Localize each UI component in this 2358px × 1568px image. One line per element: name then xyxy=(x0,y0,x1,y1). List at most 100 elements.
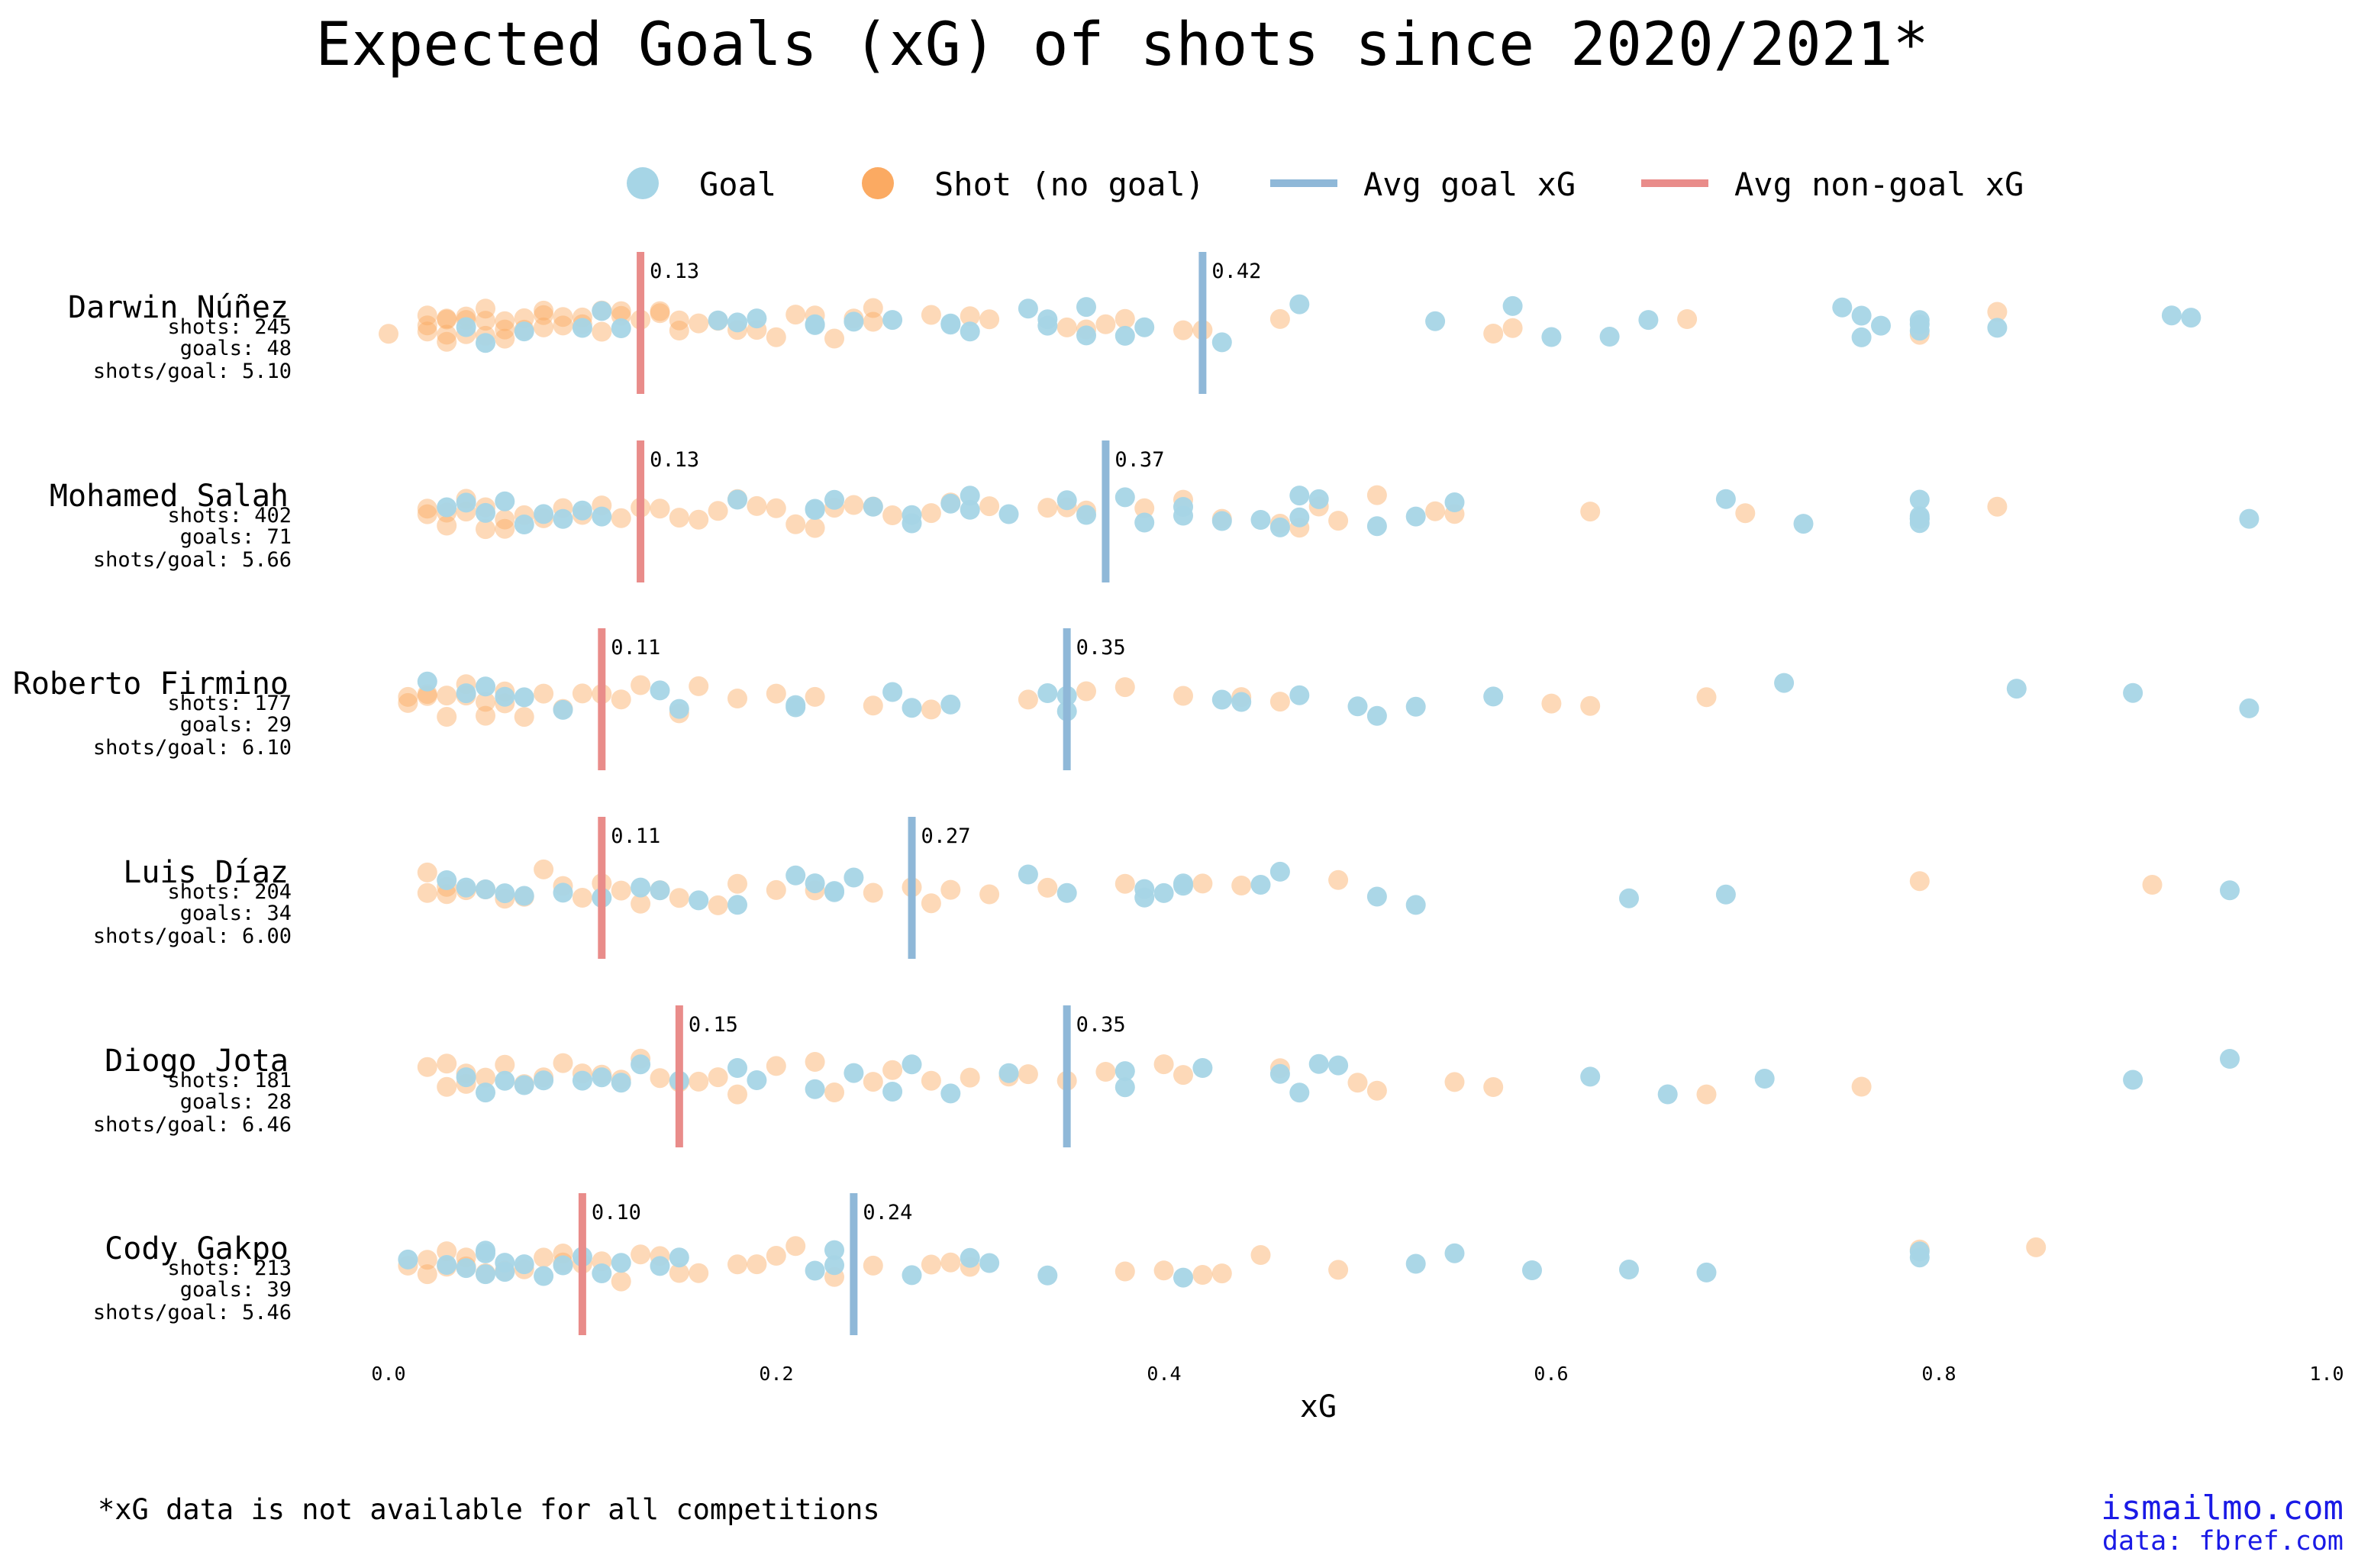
shot-point xyxy=(785,514,806,534)
goal-point xyxy=(476,502,495,523)
goal-point xyxy=(476,1264,495,1285)
goal-point xyxy=(553,882,573,903)
shot-point xyxy=(495,518,515,539)
shot-point xyxy=(1328,511,1349,531)
goal-point xyxy=(902,513,922,534)
avg-goal-label: 0.27 xyxy=(921,824,971,848)
shot-point xyxy=(437,324,457,345)
shot-point xyxy=(1502,318,1523,338)
goal-point xyxy=(824,489,844,510)
shot-point xyxy=(689,509,709,530)
shot-point xyxy=(766,1246,786,1266)
goal-point xyxy=(1580,1066,1601,1087)
shot-point xyxy=(437,309,457,330)
shot-point xyxy=(572,683,592,704)
goal-point xyxy=(1114,1061,1135,1082)
goal-point xyxy=(882,682,903,702)
shot-point xyxy=(553,307,573,327)
shot-point xyxy=(650,301,670,321)
goal-point xyxy=(514,886,534,906)
avg-goal-label: 0.42 xyxy=(1211,260,1261,283)
goal-point xyxy=(495,883,515,904)
goal-point xyxy=(844,867,864,888)
shot-point xyxy=(611,1271,631,1292)
goal-point xyxy=(437,1255,457,1275)
shot-point xyxy=(476,1067,495,1088)
shot-point xyxy=(534,317,554,337)
shot-point xyxy=(495,311,515,331)
goal-point xyxy=(476,1082,495,1103)
goal-point xyxy=(708,310,728,331)
avg-goal-label: 0.35 xyxy=(1076,1013,1126,1037)
player-name: Darwin Núñez xyxy=(68,290,289,325)
player-stat: shots: 177 xyxy=(167,692,292,715)
goal-point xyxy=(1851,305,1872,326)
goal-point xyxy=(940,694,961,715)
shot-point xyxy=(1114,873,1135,894)
shot-point xyxy=(1056,317,1077,337)
shot-point xyxy=(805,1052,825,1072)
shot-point xyxy=(1483,324,1504,344)
shot-point xyxy=(1366,485,1387,505)
goal-point xyxy=(631,877,651,898)
avg-nongoal-label: 0.13 xyxy=(650,260,699,283)
shot-point xyxy=(1134,498,1155,518)
shot-point xyxy=(727,1254,747,1275)
shot-point xyxy=(611,880,631,901)
player-stat: shots/goal: 6.46 xyxy=(93,1113,292,1137)
player-name: Cody Gakpo xyxy=(105,1231,289,1266)
goal-point xyxy=(1308,489,1329,509)
shot-point xyxy=(960,306,980,327)
goal-point xyxy=(940,1083,961,1104)
goal-point xyxy=(1037,683,1058,703)
shot-point xyxy=(495,1054,515,1075)
goal-point xyxy=(2006,679,2027,699)
player-stat: shots/goal: 6.10 xyxy=(93,736,292,760)
legend-avg-nongoal-label: Avg non-goal xG xyxy=(1734,166,2024,203)
shot-point xyxy=(669,888,689,908)
goal-point xyxy=(592,1067,612,1088)
shot-point xyxy=(437,1241,457,1262)
goal-point xyxy=(1522,1260,1542,1280)
goal-point xyxy=(650,880,670,901)
goal-point xyxy=(998,1063,1019,1083)
goal-point xyxy=(1366,705,1387,726)
player-stat: shots: 245 xyxy=(167,315,292,339)
shot-point xyxy=(1192,1265,1213,1285)
goal-point xyxy=(689,890,709,911)
shot-point xyxy=(669,310,689,331)
shot-point xyxy=(417,1250,437,1270)
goal-point xyxy=(592,506,612,527)
legend-shot-label: Shot (no goal) xyxy=(934,166,1205,203)
goal-point xyxy=(1909,508,1930,529)
goal-point xyxy=(1657,1084,1678,1105)
goal-point xyxy=(611,1253,631,1273)
shot-point xyxy=(766,498,786,518)
shot-point xyxy=(1095,314,1116,334)
x-tick-label: 1.0 xyxy=(2309,1363,2343,1385)
shot-point xyxy=(669,321,689,340)
goal-point xyxy=(1619,888,1639,908)
player-stat: shots/goal: 5.10 xyxy=(93,360,292,383)
goal-point xyxy=(1056,490,1077,511)
shot-point xyxy=(476,311,495,331)
goal-point xyxy=(534,504,554,524)
shot-point xyxy=(1269,308,1290,329)
shot-point xyxy=(921,503,941,524)
shot-point xyxy=(689,676,709,696)
goal-point xyxy=(1405,895,1426,915)
goal-point xyxy=(824,881,844,902)
shot-point xyxy=(747,495,767,516)
goal-point xyxy=(1289,1082,1310,1103)
player-name: Diogo Jota xyxy=(105,1044,289,1079)
shot-point xyxy=(611,689,631,710)
shot-point xyxy=(553,1053,573,1073)
goal-point xyxy=(2123,682,2143,703)
player-stat: shots/goal: 5.46 xyxy=(93,1301,292,1324)
goal-point xyxy=(2220,1049,2240,1069)
shot-point xyxy=(669,1263,689,1283)
shot-point xyxy=(1114,677,1135,698)
shot-point xyxy=(437,884,457,905)
player-stat: shots: 204 xyxy=(167,880,292,904)
